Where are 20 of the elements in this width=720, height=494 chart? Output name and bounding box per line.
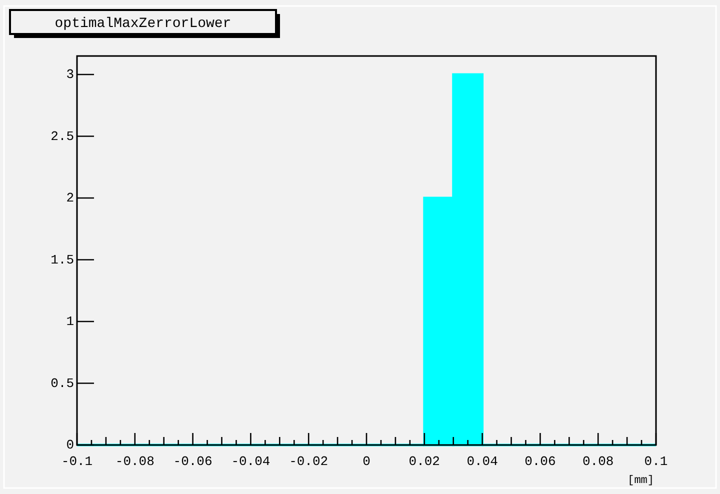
y-tick-label: 2 bbox=[66, 190, 74, 206]
x-tick-label: 0.1 bbox=[644, 454, 668, 469]
x-tick-label: -0.1 bbox=[61, 454, 93, 469]
x-axis-title: [mm] bbox=[628, 475, 654, 487]
x-tick-label: 0.04 bbox=[466, 454, 498, 469]
chart-title: optimalMaxZerrorLower bbox=[54, 16, 232, 32]
x-tick-label: 0.06 bbox=[524, 454, 556, 469]
y-tick-label: 2.5 bbox=[50, 128, 74, 144]
x-tick-label: -0.04 bbox=[231, 454, 270, 469]
x-tick-label: -0.02 bbox=[289, 454, 328, 469]
y-tick-label: 0.5 bbox=[50, 376, 74, 391]
x-tick-label: -0.06 bbox=[173, 454, 212, 469]
y-tick-label: 0 bbox=[66, 438, 74, 452]
x-tick-label: 0.02 bbox=[408, 454, 440, 469]
y-tick-label: 3 bbox=[66, 67, 74, 82]
x-tick-label: -0.08 bbox=[115, 454, 154, 469]
y-tick-label: 1 bbox=[66, 314, 74, 330]
x-tick-label: 0 bbox=[362, 454, 370, 469]
x-tick-label: 0.08 bbox=[582, 454, 614, 469]
y-tick-label: 1.5 bbox=[50, 252, 74, 268]
